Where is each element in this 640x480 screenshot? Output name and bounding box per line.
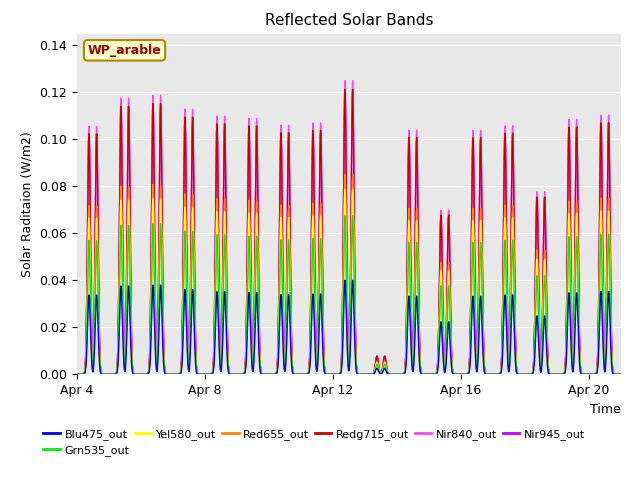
X-axis label: Time: Time xyxy=(590,403,621,416)
Legend: Blu475_out, Grn535_out, Yel580_out, Red655_out, Redg715_out, Nir840_out, Nir945_: Blu475_out, Grn535_out, Yel580_out, Red6… xyxy=(39,424,589,460)
Y-axis label: Solar Raditaion (W/m2): Solar Raditaion (W/m2) xyxy=(20,131,33,277)
Text: WP_arable: WP_arable xyxy=(88,44,161,57)
Title: Reflected Solar Bands: Reflected Solar Bands xyxy=(264,13,433,28)
